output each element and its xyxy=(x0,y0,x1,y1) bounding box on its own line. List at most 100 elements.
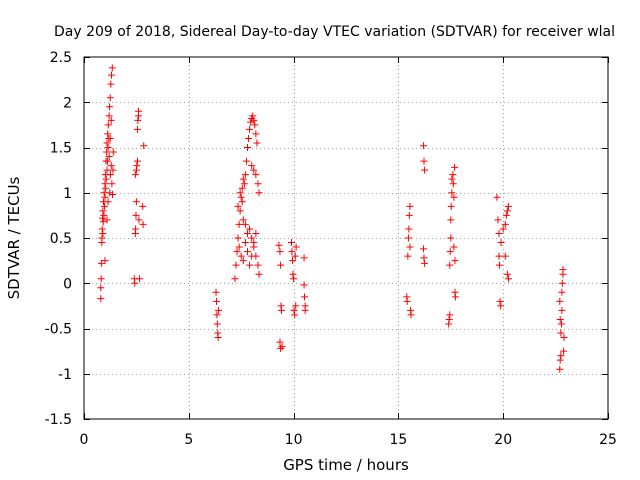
data-point xyxy=(493,193,501,201)
data-point xyxy=(556,297,564,305)
data-point xyxy=(232,261,240,269)
data-point xyxy=(404,234,412,242)
data-point xyxy=(276,248,284,256)
data-point xyxy=(558,288,566,296)
data-point xyxy=(241,239,249,247)
data-point xyxy=(247,118,255,126)
data-point xyxy=(235,243,243,251)
data-point xyxy=(451,163,459,171)
data-point xyxy=(136,275,144,283)
data-point xyxy=(101,180,109,188)
data-point xyxy=(499,225,507,233)
data-point xyxy=(558,279,566,287)
data-point xyxy=(496,297,504,305)
data-point xyxy=(234,234,242,242)
data-point xyxy=(131,171,139,179)
data-point xyxy=(501,252,509,260)
y-tick-label: 0 xyxy=(63,276,72,292)
data-point xyxy=(135,216,143,224)
data-point xyxy=(448,175,456,183)
data-point xyxy=(100,211,108,219)
data-point xyxy=(252,130,260,138)
x-tick-label: 25 xyxy=(599,432,617,448)
data-point xyxy=(133,157,141,165)
data-point xyxy=(404,252,412,260)
data-point xyxy=(292,243,300,251)
data-point xyxy=(449,171,457,179)
data-point xyxy=(131,279,139,287)
data-point xyxy=(97,259,105,267)
data-point xyxy=(237,193,245,201)
data-point xyxy=(502,211,510,219)
y-tick-label: -1 xyxy=(58,367,72,383)
data-point xyxy=(215,306,223,314)
data-point xyxy=(140,142,148,150)
data-point xyxy=(406,243,414,251)
data-point xyxy=(134,116,142,124)
data-point xyxy=(213,311,221,319)
data-point xyxy=(250,239,258,247)
data-point xyxy=(255,270,263,278)
data-point xyxy=(450,243,458,251)
data-point xyxy=(97,275,105,283)
data-point xyxy=(451,257,459,265)
x-tick-label: 15 xyxy=(389,432,407,448)
data-point xyxy=(450,193,458,201)
data-point xyxy=(106,103,114,111)
data-point xyxy=(104,121,112,129)
data-point xyxy=(288,239,296,247)
data-point xyxy=(103,166,111,174)
data-point xyxy=(238,198,246,206)
data-point xyxy=(421,166,429,174)
data-point xyxy=(504,275,512,283)
data-point xyxy=(253,139,261,147)
data-point xyxy=(99,218,107,226)
data-point xyxy=(252,229,260,237)
data-point xyxy=(503,207,511,215)
data-point xyxy=(139,202,147,210)
data-point xyxy=(300,281,308,289)
data-point xyxy=(103,216,111,224)
data-point xyxy=(250,116,258,124)
data-point xyxy=(556,356,564,364)
x-tick-label: 10 xyxy=(285,432,303,448)
data-point xyxy=(556,315,564,323)
data-point xyxy=(104,130,112,138)
data-point xyxy=(103,148,111,156)
data-point xyxy=(447,202,455,210)
data-point xyxy=(251,121,259,129)
data-point xyxy=(104,144,112,151)
data-point xyxy=(503,270,511,278)
data-point xyxy=(405,211,413,219)
data-point xyxy=(301,306,309,314)
data-point xyxy=(233,248,241,256)
data-point xyxy=(289,257,297,265)
data-point xyxy=(405,225,413,233)
data-point xyxy=(239,257,247,265)
data-point xyxy=(278,343,286,351)
data-point xyxy=(237,252,245,260)
data-point xyxy=(255,189,263,197)
data-point xyxy=(109,148,117,156)
data-point xyxy=(238,184,246,192)
y-tick-label: 2.5 xyxy=(50,50,72,66)
data-point xyxy=(558,306,566,314)
data-point xyxy=(289,270,297,278)
data-point xyxy=(254,180,262,188)
data-point xyxy=(446,311,454,319)
data-point xyxy=(248,234,256,242)
data-point xyxy=(132,211,140,219)
data-point xyxy=(98,225,106,233)
data-point xyxy=(240,180,248,188)
data-point xyxy=(248,252,256,260)
data-point xyxy=(101,202,109,210)
data-point xyxy=(105,153,113,161)
data-point xyxy=(107,116,115,124)
data-point xyxy=(445,315,453,323)
data-point xyxy=(105,112,113,120)
data-point xyxy=(109,191,117,199)
data-point xyxy=(557,352,565,360)
data-point xyxy=(420,142,428,150)
data-point xyxy=(277,306,285,314)
data-point xyxy=(101,257,109,265)
